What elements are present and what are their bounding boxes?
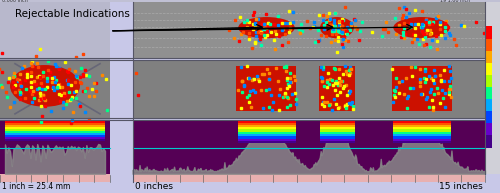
Text: 0.000 inch: 0.000 inch xyxy=(2,0,28,3)
Bar xyxy=(5,121,105,123)
Bar xyxy=(486,26,492,40)
Bar xyxy=(0,2,110,174)
Bar xyxy=(320,125,354,127)
Bar xyxy=(5,131,105,133)
Bar xyxy=(320,141,354,143)
Text: 1 inch = 25.4 mm: 1 inch = 25.4 mm xyxy=(2,182,71,191)
Bar xyxy=(319,66,355,111)
Bar xyxy=(320,127,354,130)
Bar xyxy=(486,87,492,100)
Bar xyxy=(5,139,105,141)
Bar xyxy=(392,136,451,139)
Bar xyxy=(486,123,492,136)
Bar xyxy=(0,60,110,118)
Bar xyxy=(0,174,110,182)
Bar xyxy=(238,125,296,127)
Bar xyxy=(238,127,296,130)
Bar xyxy=(238,120,296,123)
Ellipse shape xyxy=(394,17,450,38)
Bar xyxy=(238,141,296,143)
Bar xyxy=(392,127,451,130)
Bar xyxy=(132,120,485,174)
Ellipse shape xyxy=(320,17,354,38)
Bar xyxy=(392,130,451,132)
Bar xyxy=(132,60,485,118)
Bar xyxy=(486,63,492,76)
Bar xyxy=(0,2,110,58)
Bar xyxy=(238,134,296,136)
Bar xyxy=(320,132,354,134)
Bar xyxy=(320,120,354,123)
Bar xyxy=(5,127,105,129)
Bar xyxy=(320,130,354,132)
Bar xyxy=(320,139,354,141)
Bar xyxy=(236,66,296,111)
Bar xyxy=(392,66,452,111)
Bar xyxy=(5,137,105,139)
Bar xyxy=(486,135,492,148)
Bar xyxy=(238,139,296,141)
Bar xyxy=(392,125,451,127)
Bar xyxy=(5,125,105,127)
Bar xyxy=(320,123,354,125)
Bar xyxy=(0,0,500,2)
Text: 0 inches: 0 inches xyxy=(135,182,173,191)
Bar xyxy=(392,141,451,143)
Bar xyxy=(5,129,105,131)
Text: 15 inches: 15 inches xyxy=(439,182,482,191)
Bar xyxy=(238,123,296,125)
Bar xyxy=(486,39,492,52)
Bar xyxy=(320,136,354,139)
Bar xyxy=(392,139,451,141)
Bar xyxy=(5,123,105,125)
Bar xyxy=(486,74,492,88)
Bar xyxy=(392,134,451,136)
Bar xyxy=(485,2,500,174)
Bar xyxy=(5,133,105,135)
Bar xyxy=(5,135,105,137)
Bar xyxy=(392,132,451,134)
Bar xyxy=(132,174,485,182)
Bar xyxy=(238,132,296,134)
Bar xyxy=(0,120,110,174)
Bar xyxy=(486,99,492,112)
Bar xyxy=(238,136,296,139)
Ellipse shape xyxy=(238,17,294,38)
Bar xyxy=(486,111,492,124)
Bar xyxy=(486,51,492,64)
Text: Rejectable Indications: Rejectable Indications xyxy=(15,9,130,19)
Ellipse shape xyxy=(10,65,80,107)
Bar xyxy=(132,2,485,58)
Bar xyxy=(320,134,354,136)
Text: 19 1.00 inch: 19 1.00 inch xyxy=(440,0,470,3)
Bar xyxy=(392,120,451,123)
Bar xyxy=(392,123,451,125)
Bar xyxy=(238,130,296,132)
